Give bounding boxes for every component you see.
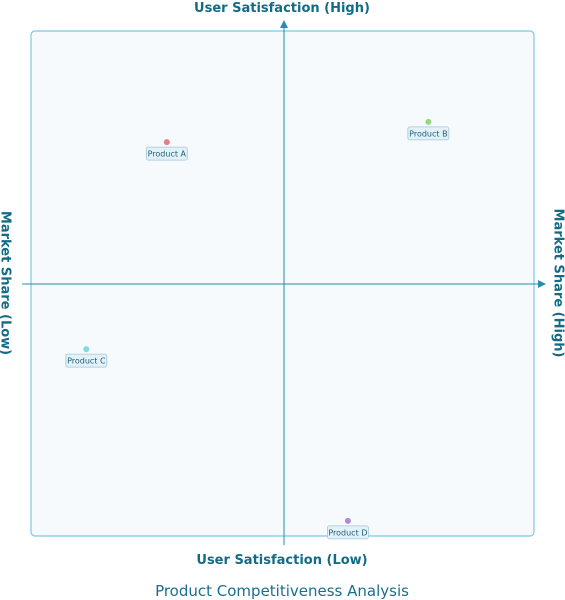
data-point-product-c: Product C xyxy=(65,346,108,368)
y-axis-low-label: User Satisfaction (Low) xyxy=(196,553,367,568)
point-label-box xyxy=(145,146,188,161)
point-label: Product B xyxy=(409,129,447,138)
data-point-product-a: Product A xyxy=(145,139,188,161)
point-marker xyxy=(163,139,170,146)
point-label-box xyxy=(407,126,450,141)
point-label-box xyxy=(65,353,108,368)
x-axis-high-label: Market Share (High) xyxy=(551,209,565,358)
point-marker xyxy=(344,517,351,524)
data-points-layer: Product A Product B Product C Product D xyxy=(65,118,450,540)
chart-title: Product Competitiveness Analysis xyxy=(155,582,409,600)
y-axis-high-label: User Satisfaction (High) xyxy=(194,1,370,16)
point-label: Product D xyxy=(328,528,367,537)
point-label-box xyxy=(326,525,369,540)
point-marker xyxy=(83,346,90,353)
data-point-product-d: Product D xyxy=(326,517,369,540)
x-axis-low-label: Market Share (Low) xyxy=(0,211,13,355)
point-marker xyxy=(425,118,432,125)
point-label: Product A xyxy=(148,150,187,159)
point-label: Product C xyxy=(67,357,106,366)
data-point-product-b: Product B xyxy=(407,118,450,141)
